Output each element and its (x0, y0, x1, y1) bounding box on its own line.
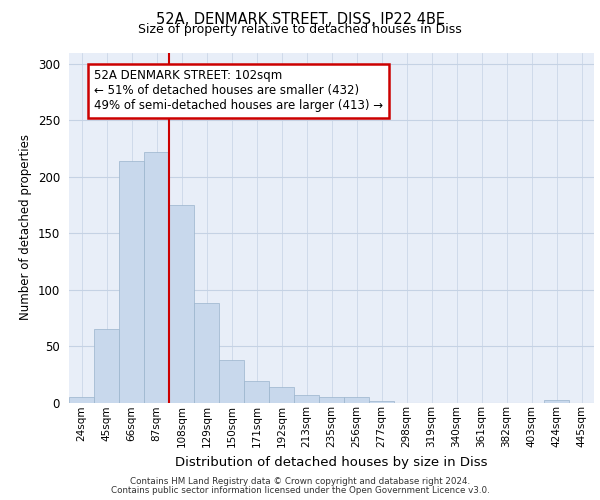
Bar (69, 397, 94, 402)
Text: 52A DENMARK STREET: 102sqm
← 51% of detached houses are smaller (432)
49% of sem: 52A DENMARK STREET: 102sqm ← 51% of deta… (94, 70, 383, 112)
Bar (294, 394, 319, 402)
X-axis label: Distribution of detached houses by size in Diss: Distribution of detached houses by size … (175, 456, 488, 468)
Bar (169, 205, 194, 402)
Text: Contains public sector information licensed under the Open Government Licence v3: Contains public sector information licen… (110, 486, 490, 495)
Text: Size of property relative to detached houses in Diss: Size of property relative to detached ho… (138, 24, 462, 36)
Text: Contains HM Land Registry data © Crown copyright and database right 2024.: Contains HM Land Registry data © Crown c… (130, 477, 470, 486)
Bar (144, 152, 169, 403)
Bar (344, 397, 369, 402)
Text: 52A, DENMARK STREET, DISS, IP22 4BE: 52A, DENMARK STREET, DISS, IP22 4BE (155, 12, 445, 28)
Bar (319, 397, 344, 402)
Bar (94, 329, 119, 402)
Y-axis label: Number of detached properties: Number of detached properties (19, 134, 32, 320)
Bar (544, 400, 569, 402)
Bar (244, 381, 269, 402)
Bar (269, 386, 294, 402)
Bar (194, 303, 219, 402)
Bar (119, 161, 144, 402)
Bar (219, 360, 244, 403)
